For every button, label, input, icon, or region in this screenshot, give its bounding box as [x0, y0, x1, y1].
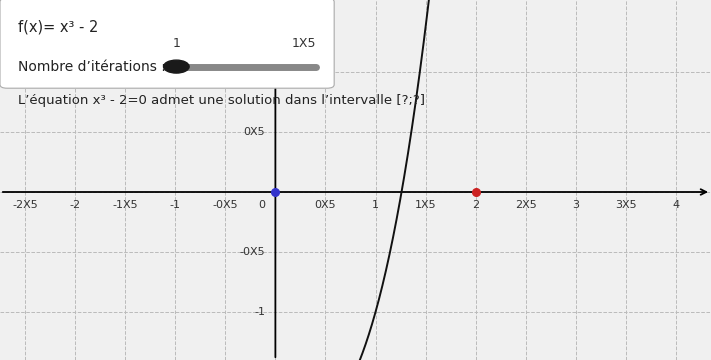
Text: 1X5: 1X5: [292, 37, 316, 50]
Text: 1: 1: [172, 37, 181, 50]
Text: -2X5: -2X5: [12, 201, 38, 210]
Text: 1: 1: [372, 201, 379, 210]
Text: Nombre d’itérations :: Nombre d’itérations :: [18, 60, 166, 73]
Text: -2: -2: [70, 201, 80, 210]
Text: 1X5: 1X5: [244, 67, 265, 77]
Text: -1X5: -1X5: [112, 201, 138, 210]
Text: -1: -1: [170, 201, 181, 210]
Text: 4: 4: [673, 201, 680, 210]
Text: 1X5: 1X5: [415, 201, 437, 210]
Text: -0X5: -0X5: [240, 247, 265, 257]
Text: -0X5: -0X5: [213, 201, 238, 210]
Text: 0: 0: [258, 201, 265, 210]
Text: 2X5: 2X5: [515, 201, 537, 210]
Text: 2: 2: [472, 201, 479, 210]
Text: 3: 3: [572, 201, 579, 210]
Text: f(x)= x³ - 2: f(x)= x³ - 2: [18, 19, 98, 35]
Text: -1: -1: [255, 307, 265, 317]
Text: 3X5: 3X5: [615, 201, 636, 210]
Text: 0X5: 0X5: [244, 127, 265, 137]
Text: L’équation x³ - 2=0 admet une solution dans l’intervalle [?;?]: L’équation x³ - 2=0 admet une solution d…: [18, 94, 424, 107]
Text: 0X5: 0X5: [315, 201, 336, 210]
